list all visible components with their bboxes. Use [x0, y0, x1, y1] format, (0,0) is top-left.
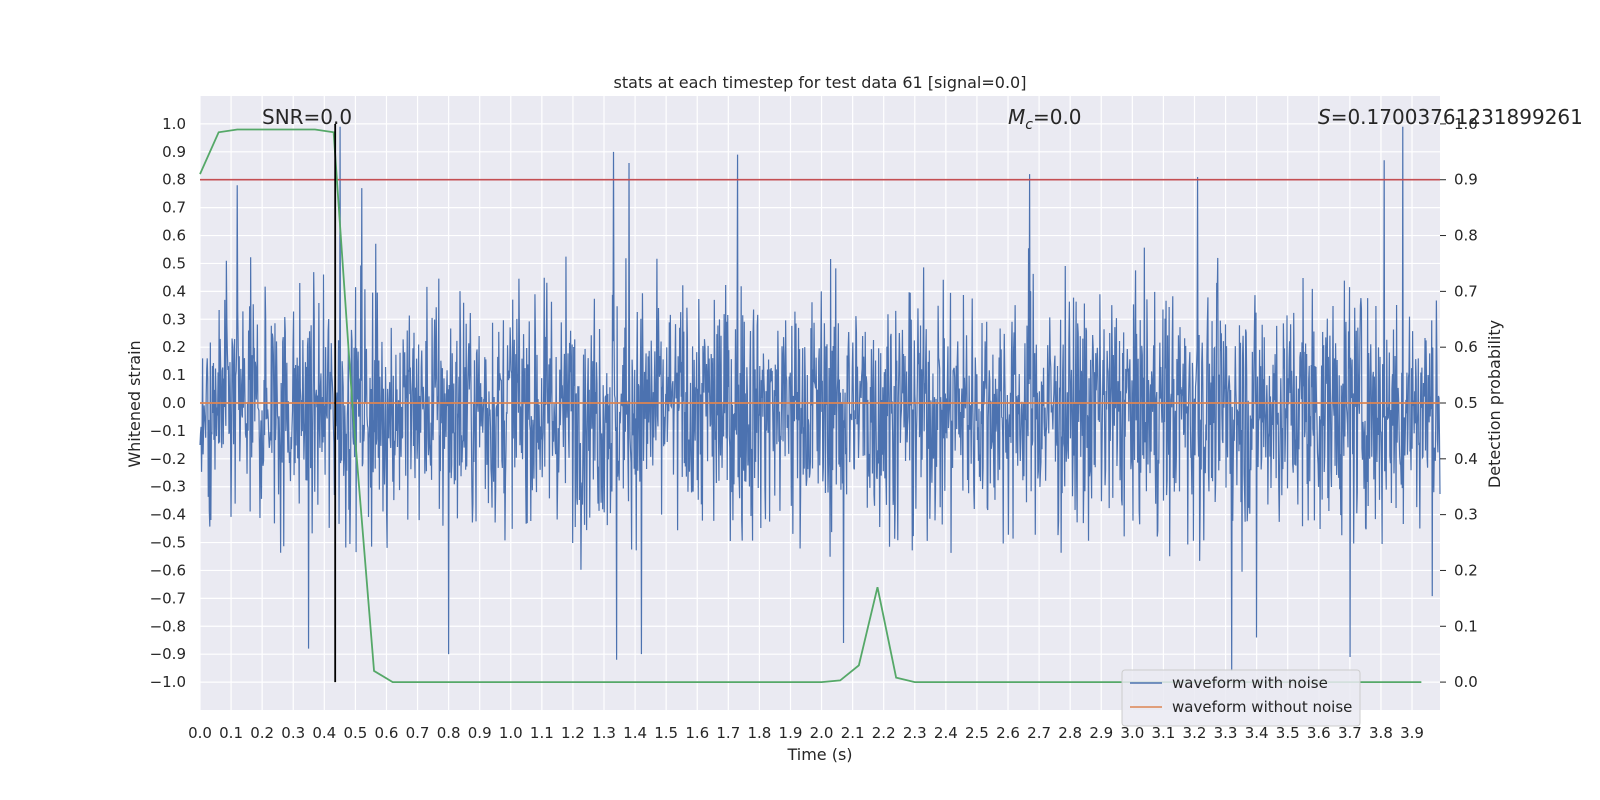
- x-tick-label: 3.3: [1214, 724, 1238, 742]
- x-tick-label: 1.0: [499, 724, 523, 742]
- chart-title: stats at each timestep for test data 61 …: [614, 73, 1027, 92]
- x-tick-label: 3.6: [1307, 724, 1331, 742]
- x-tick-label: 0.9: [468, 724, 492, 742]
- x-tick-label: 1.5: [654, 724, 678, 742]
- y-tick-label: −0.4: [150, 506, 186, 524]
- x-tick-label: 2.0: [810, 724, 834, 742]
- x-tick-label: 0.7: [406, 724, 430, 742]
- y-tick-label: 0.7: [162, 199, 186, 217]
- x-tick-label: 1.3: [592, 724, 616, 742]
- score-value: =0.17003761231899261: [1331, 105, 1583, 129]
- y-axis-label: Whitened strain: [125, 340, 144, 467]
- chirp-mass-value: =0.0: [1033, 105, 1082, 129]
- snr-annotation: SNR=0.0: [262, 105, 352, 129]
- y-axis-ticks: 1.0 0.9 0.8 0.7 0.6 0.5 0.4 0.3 0.2 0.1 0.0 −0.1 −0.…: [150, 115, 186, 691]
- x-tick-label: 0.6: [375, 724, 399, 742]
- y-tick-label: −0.6: [150, 561, 186, 579]
- y-right-tick-label: 0.3: [1454, 506, 1478, 524]
- y-right-tick-label: 1.0: [1454, 115, 1478, 133]
- y-tick-label: −0.8: [150, 617, 186, 635]
- x-tick-label: 3.0: [1120, 724, 1144, 742]
- x-tick-label: 1.8: [747, 724, 771, 742]
- x-tick-label: 0.1: [219, 724, 243, 742]
- score-symbol: S: [1318, 105, 1331, 129]
- series-waveform-with-noise: [199, 126, 1441, 671]
- y-tick-label: −0.2: [150, 450, 186, 468]
- y-right-tick-label: 0.5: [1454, 394, 1478, 412]
- x-tick-label: 2.6: [996, 724, 1020, 742]
- y-right-tick-label: 0.6: [1454, 338, 1478, 356]
- y-right-axis-label: Detection probability: [1485, 320, 1504, 488]
- x-tick-label: 0.4: [312, 724, 336, 742]
- y-right-axis-ticks: 1.0 0.9 0.8 0.7 0.6 0.5 0.4 0.3 0.2 0.1 0.0: [1440, 115, 1478, 691]
- x-tick-label: 1.4: [623, 724, 647, 742]
- y-tick-label: −0.3: [150, 478, 186, 496]
- legend-box: [1121, 669, 1361, 727]
- y-right-tick-label: 0.9: [1454, 171, 1478, 189]
- x-tick-label: 1.9: [779, 724, 803, 742]
- x-tick-label: 3.8: [1369, 724, 1393, 742]
- x-tick-label: 3.4: [1245, 724, 1269, 742]
- y-tick-label: −0.7: [150, 589, 186, 607]
- score-annotation: S=0.17003761231899261: [1318, 105, 1583, 129]
- x-axis-label: Time (s): [786, 745, 852, 764]
- x-tick-label: 1.7: [716, 724, 740, 742]
- x-tick-label: 3.5: [1276, 724, 1300, 742]
- y-tick-label: 0.9: [162, 143, 186, 161]
- legend-label-noisy: waveform with noise: [1172, 674, 1328, 692]
- chirp-mass-annotation: Mc=0.0: [1008, 105, 1082, 133]
- x-tick-label: 3.1: [1151, 724, 1175, 742]
- x-tick-label: 3.7: [1338, 724, 1362, 742]
- y-tick-label: 0.1: [162, 366, 186, 384]
- y-tick-label: −0.1: [150, 422, 186, 440]
- y-tick-label: −0.9: [150, 645, 186, 663]
- x-tick-label: 2.1: [841, 724, 865, 742]
- y-tick-label: 0.5: [162, 254, 186, 272]
- chirp-mass-subscript: c: [1025, 117, 1033, 133]
- y-tick-label: 0.4: [162, 282, 186, 300]
- x-tick-label: 2.9: [1089, 724, 1113, 742]
- x-tick-label: 0.8: [437, 724, 461, 742]
- legend: waveform with noise waveform without noi…: [1121, 669, 1361, 727]
- y-right-tick-label: 0.2: [1454, 561, 1478, 579]
- y-tick-label: −0.5: [150, 534, 186, 552]
- x-axis-ticks: 0.0 0.1 0.2 0.3 0.4 0.5 0.6 0.7 0.8 0.9 1.0 1.1 1.2 1…: [188, 724, 1424, 742]
- x-tick-label: 2.3: [903, 724, 927, 742]
- y-right-tick-label: 0.4: [1454, 450, 1478, 468]
- x-tick-label: 2.7: [1027, 724, 1051, 742]
- x-tick-label: 3.9: [1400, 724, 1424, 742]
- x-tick-label: 0.5: [343, 724, 367, 742]
- x-tick-label: 2.8: [1058, 724, 1082, 742]
- y-tick-label: 0.8: [162, 171, 186, 189]
- y-tick-label: 1.0: [162, 115, 186, 133]
- x-tick-label: 0.0: [188, 724, 212, 742]
- legend-label-clean: waveform without noise: [1172, 698, 1352, 716]
- x-tick-label: 1.6: [685, 724, 709, 742]
- y-right-tick-label: 0.7: [1454, 282, 1478, 300]
- y-right-tick-label: 0.8: [1454, 227, 1478, 245]
- y-tick-label: −1.0: [150, 673, 186, 691]
- x-tick-label: 0.2: [250, 724, 274, 742]
- y-tick-label: 0.2: [162, 338, 186, 356]
- x-tick-label: 1.2: [561, 724, 585, 742]
- x-tick-label: 0.3: [281, 724, 305, 742]
- x-tick-label: 2.5: [965, 724, 989, 742]
- x-tick-label: 1.1: [530, 724, 554, 742]
- y-tick-label: 0.6: [162, 227, 186, 245]
- y-right-tick-label: 0.1: [1454, 617, 1478, 635]
- x-tick-label: 3.2: [1183, 724, 1207, 742]
- chirp-mass-symbol: M: [1008, 105, 1025, 129]
- plot-area: [199, 123, 1441, 683]
- x-tick-label: 2.4: [934, 724, 958, 742]
- y-right-tick-label: 0.0: [1454, 673, 1478, 691]
- x-tick-label: 2.2: [872, 724, 896, 742]
- y-tick-label: 0.3: [162, 310, 186, 328]
- y-tick-label: 0.0: [162, 394, 186, 412]
